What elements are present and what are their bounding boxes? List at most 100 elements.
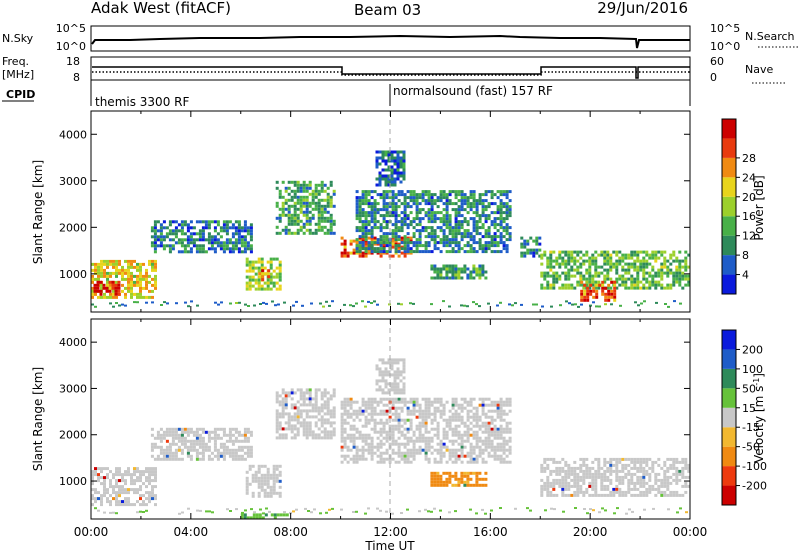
velocity-cell	[376, 430, 380, 434]
velocity-cell	[390, 385, 394, 389]
velocity-cell	[493, 451, 497, 455]
power-cell	[367, 244, 371, 248]
velocity-cell	[124, 479, 127, 483]
velocity-cell	[424, 430, 428, 434]
velocity-cell	[496, 409, 500, 413]
velocity-cell	[481, 451, 485, 455]
velocity-cell	[349, 439, 353, 443]
power-cell	[409, 193, 413, 197]
power-cell	[505, 238, 509, 242]
power-cell	[499, 214, 503, 218]
power-cell	[225, 238, 229, 242]
velocity-cell	[115, 473, 118, 477]
power-cell	[448, 199, 452, 203]
power-cell	[112, 265, 115, 269]
velocity-cell	[367, 412, 371, 416]
power-cell	[293, 195, 297, 199]
power-cell	[97, 295, 100, 299]
velocity-cell	[424, 406, 428, 410]
power-cell	[192, 226, 196, 230]
power-cell	[314, 186, 318, 190]
velocity-cell	[588, 475, 592, 479]
power-cell	[508, 205, 512, 209]
power-cell	[130, 286, 133, 290]
velocity-cell	[148, 470, 151, 474]
velocity-cell	[496, 457, 500, 461]
power-cell	[343, 245, 347, 249]
power-ground-cell	[577, 305, 580, 308]
power-cell	[171, 247, 175, 251]
power-cell	[555, 280, 559, 284]
power-cell	[402, 168, 406, 172]
power-cell	[543, 274, 547, 278]
velocity-cell	[436, 480, 440, 484]
power-cell	[228, 247, 232, 251]
power-cell	[281, 210, 285, 214]
velocity-cell	[421, 397, 425, 401]
power-cell	[112, 271, 115, 275]
power-cell	[540, 286, 544, 290]
power-cell	[403, 241, 407, 245]
velocity-cell	[609, 466, 613, 470]
power-cell	[493, 241, 497, 245]
power-cell	[189, 226, 193, 230]
power-cell	[400, 190, 404, 194]
velocity-cell	[332, 391, 336, 395]
power-cell	[251, 269, 255, 273]
velocity-cell	[439, 483, 443, 487]
velocity-cell	[502, 460, 506, 464]
velocity-cell	[427, 400, 431, 404]
velocity-cell	[448, 477, 452, 481]
velocity-cell	[576, 487, 580, 491]
velocity-cell	[564, 478, 568, 482]
velocity-cell	[675, 472, 679, 476]
velocity-cell	[343, 430, 347, 434]
velocity-cell	[287, 424, 291, 428]
power-cell	[630, 262, 634, 266]
power-cell	[484, 276, 488, 280]
power-cell	[358, 208, 362, 212]
velocity-cell	[508, 445, 512, 449]
velocity-cell	[639, 466, 643, 470]
velocity-cell	[340, 406, 344, 410]
velocity-cell	[409, 451, 413, 455]
velocity-cell	[358, 418, 362, 422]
velocity-cell	[275, 473, 279, 477]
power-cell	[378, 180, 382, 184]
power-cell	[106, 283, 109, 287]
velocity-cell	[472, 483, 476, 487]
velocity-cell	[672, 493, 676, 497]
power-cell	[490, 220, 494, 224]
velocity-cell	[278, 473, 282, 477]
power-cell	[272, 275, 276, 279]
power-cell	[418, 229, 422, 233]
power-cell	[278, 278, 282, 282]
power-cell	[448, 226, 452, 230]
velocity-cell	[666, 475, 670, 479]
power-cell	[487, 235, 491, 239]
power-cell	[439, 226, 443, 230]
velocity-cell	[442, 442, 446, 446]
velocity-cell	[540, 490, 544, 494]
power-cell	[445, 220, 449, 224]
power-cell	[409, 205, 413, 209]
velocity-cell	[251, 464, 255, 468]
velocity-cell	[657, 490, 661, 494]
power-cell	[421, 226, 425, 230]
velocity-cell	[490, 454, 494, 458]
power-cell	[228, 238, 232, 242]
power-cell	[305, 213, 309, 217]
power-cell	[418, 232, 422, 236]
power-cell	[201, 238, 205, 242]
velocity-cell	[154, 503, 157, 507]
power-cell	[624, 286, 628, 290]
power-cell	[367, 236, 371, 240]
velocity-cell	[454, 454, 458, 458]
power-cell	[117, 292, 121, 296]
power-ground-cell	[271, 300, 274, 303]
power-cell	[284, 189, 288, 193]
colorbar-swatch	[722, 330, 736, 350]
velocity-cell	[290, 388, 294, 392]
power-cell	[311, 189, 315, 193]
velocity-cell	[275, 430, 279, 434]
